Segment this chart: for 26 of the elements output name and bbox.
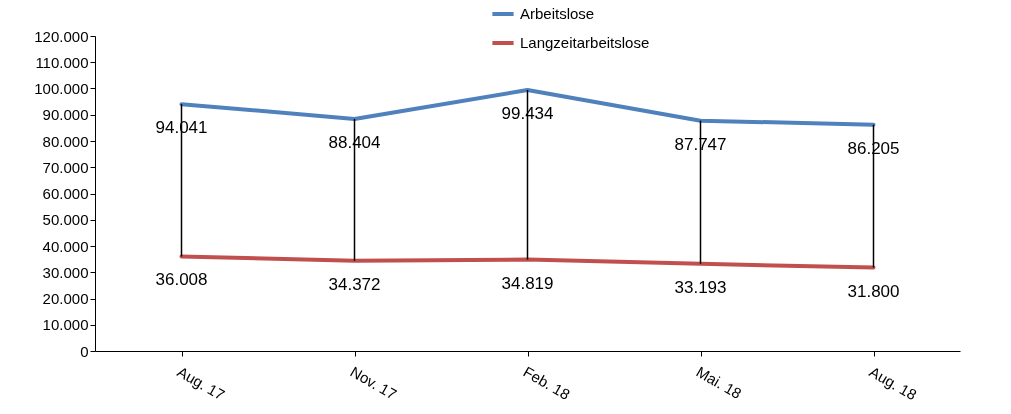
y-tick-label: 120.000 [34, 27, 89, 45]
y-tick-label: 40.000 [42, 237, 89, 255]
data-label: 34.819 [501, 273, 554, 293]
y-tick-label: 30.000 [42, 263, 89, 281]
data-label: 36.008 [155, 270, 208, 290]
y-tick-label: 20.000 [42, 290, 89, 307]
legend-label: Arbeitslose [520, 5, 595, 22]
data-label: 31.800 [847, 281, 900, 301]
line-series [179, 254, 876, 270]
y-tick-label: 0 [80, 342, 89, 360]
x-tick-label: Aug. 17 [174, 362, 228, 404]
x-tick-label: Feb. 18 [520, 362, 574, 403]
x-tick-label: Mai. 18 [693, 362, 745, 403]
x-tick-label: Nov. 17 [347, 362, 400, 403]
y-tick-label: 70.000 [42, 158, 89, 176]
x-tick-label: Aug. 18 [866, 362, 920, 404]
y-tick-label: 80.000 [42, 132, 89, 150]
y-tick-label: 10.000 [42, 316, 89, 334]
legend-label: Langzeitarbeitslose [520, 34, 650, 51]
data-label: 34.372 [328, 274, 381, 294]
y-tick-label: 50.000 [42, 211, 89, 229]
y-tick-label: 60.000 [42, 185, 89, 202]
y-tick-label: 100.000 [34, 80, 89, 97]
y-tick-label: 90.000 [42, 106, 89, 124]
y-tick-label: 110.000 [35, 53, 89, 71]
data-label: 33.193 [674, 277, 727, 297]
